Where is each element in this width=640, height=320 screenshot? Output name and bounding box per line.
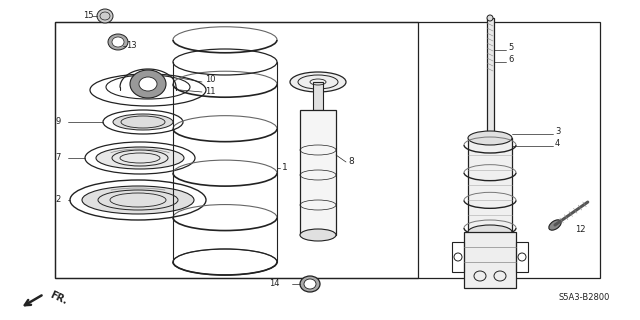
Text: 8: 8 [348,157,354,166]
Ellipse shape [300,276,320,292]
Bar [468,138,512,232]
Text: 3: 3 [555,127,561,137]
Bar [452,242,464,272]
Bar [300,110,336,235]
Text: S5A3-B2800: S5A3-B2800 [559,293,610,302]
Text: 12: 12 [575,226,586,235]
Ellipse shape [139,77,157,91]
Text: 9: 9 [55,117,60,126]
Bar [313,82,323,110]
Text: 2: 2 [55,196,60,204]
Ellipse shape [97,9,113,23]
Text: FR.: FR. [48,290,68,306]
Ellipse shape [468,225,512,239]
Bar [487,18,494,145]
Ellipse shape [130,70,166,98]
Text: 4: 4 [555,140,560,148]
Ellipse shape [304,279,316,289]
Ellipse shape [108,34,128,50]
Bar [55,22,418,278]
Bar [464,232,516,288]
Ellipse shape [549,220,561,230]
Bar [516,242,528,272]
Text: 11: 11 [205,87,216,97]
Text: 15: 15 [83,12,93,20]
Ellipse shape [96,147,184,169]
Text: 10: 10 [205,76,216,84]
Text: 1: 1 [282,164,288,172]
Ellipse shape [290,72,346,92]
Text: 13: 13 [126,42,136,51]
Text: 7: 7 [55,154,60,163]
Ellipse shape [82,186,194,214]
Text: 14: 14 [269,279,280,289]
Ellipse shape [487,15,493,21]
Bar [55,22,600,278]
Ellipse shape [468,131,512,145]
Ellipse shape [300,229,336,241]
Text: 6: 6 [508,55,513,65]
Ellipse shape [113,114,173,130]
Ellipse shape [112,37,124,47]
Text: 5: 5 [508,44,513,52]
